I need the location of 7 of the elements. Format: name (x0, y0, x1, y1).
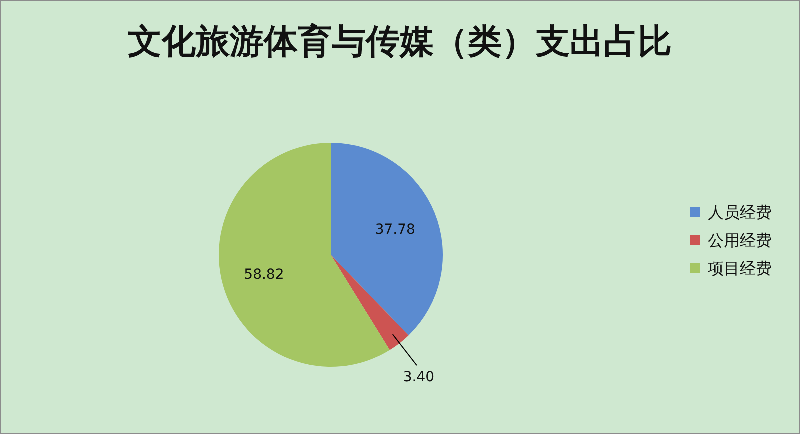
legend-label: 项目经费 (708, 259, 772, 278)
chart-title: 文化旅游体育与传媒（类）支出占比 (128, 22, 672, 62)
legend-label: 人员经费 (708, 203, 772, 222)
data-label: 37.78 (375, 222, 416, 238)
legend-label: 公用经费 (708, 231, 772, 250)
data-label: 58.82 (244, 266, 284, 283)
data-label: 3.40 (403, 370, 435, 386)
